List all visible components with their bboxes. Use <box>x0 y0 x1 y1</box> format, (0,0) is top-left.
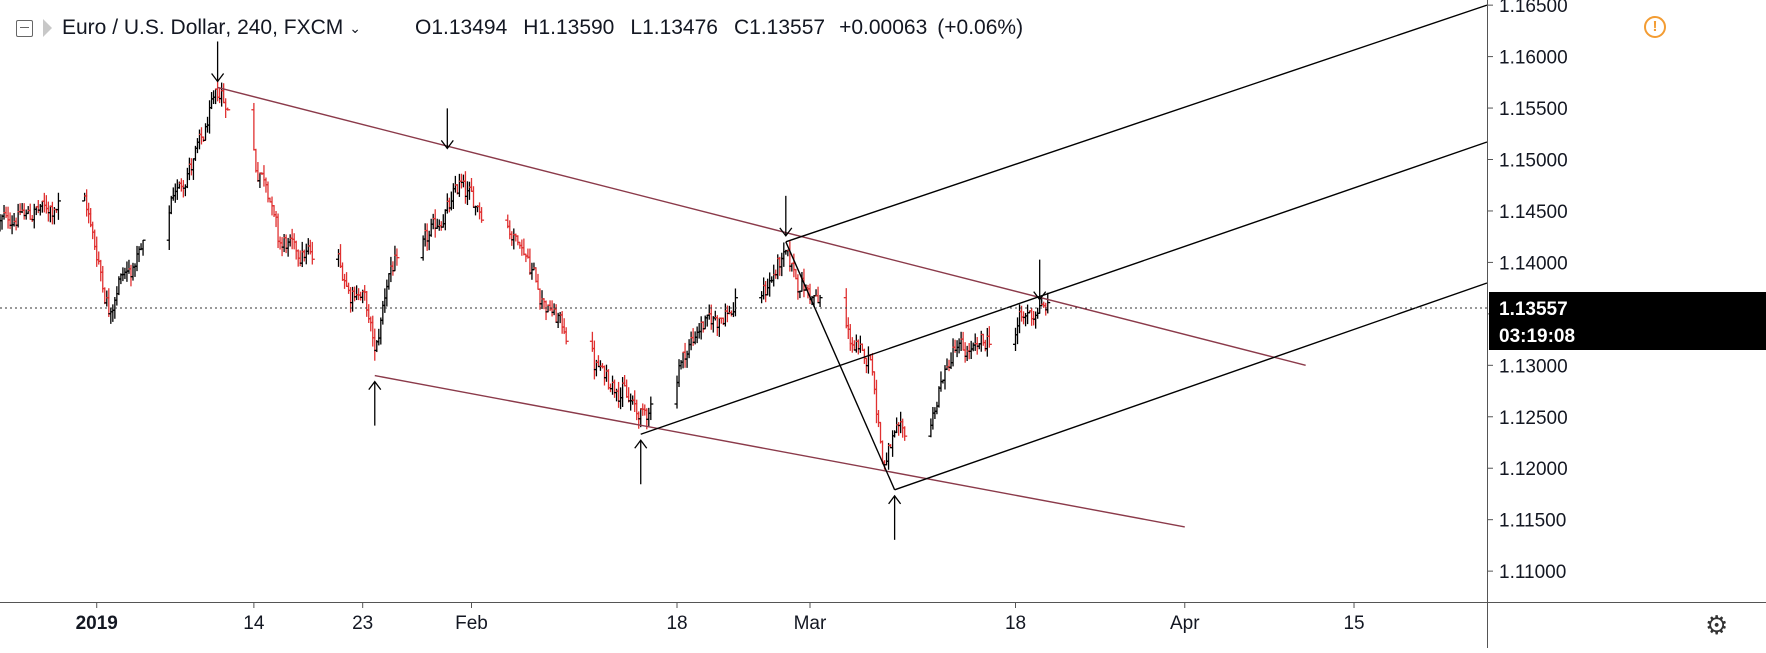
x-tick-label: 15 <box>1343 613 1364 634</box>
pitchfork-line[interactable] <box>894 282 1488 491</box>
close-label: C <box>733 16 750 39</box>
symbol-name[interactable]: Euro / U.S. Dollar <box>62 16 226 39</box>
exchange-name: FXCM <box>283 16 344 39</box>
arrow-up-icon <box>888 494 902 540</box>
price-bar <box>986 326 992 348</box>
pitchfork-line[interactable] <box>640 141 1488 435</box>
high-label: H <box>523 16 539 39</box>
countdown-label: 03:19:08 <box>1499 326 1575 347</box>
y-tick-label: 1.16000 <box>1499 48 1568 69</box>
price-bar <box>563 327 569 345</box>
y-tick-label: 1.15000 <box>1499 151 1568 172</box>
alert-icon[interactable]: ! <box>1644 16 1666 38</box>
symbol-legend: Euro / U.S. Dollar , 240 , FXCM ⌄ O 1.134… <box>16 14 1023 42</box>
price-bar <box>648 396 654 421</box>
arrow-head <box>440 139 454 150</box>
x-tick-label: 23 <box>352 613 373 634</box>
arrow-head <box>634 439 648 449</box>
last-price-label: 1.13557 <box>1499 299 1568 320</box>
y-tick-label: 1.16500 <box>1499 0 1568 17</box>
price-bar <box>732 288 738 317</box>
x-tick-label: 2019 <box>76 613 118 634</box>
arrow-down-icon <box>211 41 225 83</box>
symbol-flag-icon <box>43 19 52 37</box>
y-tick-label: 1.14500 <box>1499 202 1568 223</box>
arrow-down-icon <box>1033 259 1047 301</box>
arrow-head <box>211 73 225 83</box>
x-tick-label: 18 <box>666 613 687 634</box>
y-tick-label: 1.12000 <box>1499 459 1568 480</box>
x-tick-label: 18 <box>1005 613 1026 634</box>
arrow-down-icon <box>779 195 793 237</box>
price-bar <box>479 207 485 223</box>
price-bar <box>55 192 61 220</box>
change-value: +0.00063 <box>839 16 928 39</box>
trendlines[interactable] <box>217 4 1488 528</box>
price-bar <box>817 294 823 308</box>
pitchfork-line[interactable] <box>785 4 1488 243</box>
price-bars <box>0 78 1051 470</box>
y-tick-label: 1.14000 <box>1499 253 1568 274</box>
y-tick-label: 1.13000 <box>1499 356 1568 377</box>
y-tick-label: 1.11500 <box>1499 511 1566 532</box>
legend-separator: , <box>225 16 238 39</box>
collapse-icon[interactable] <box>16 19 33 37</box>
time-axis-panel[interactable] <box>0 602 1766 648</box>
arrow-head <box>779 227 793 237</box>
x-tick-label: Apr <box>1170 613 1200 634</box>
x-tick-label: Feb <box>455 613 488 634</box>
open-label: O <box>415 16 432 39</box>
x-tick-label: 14 <box>243 613 265 634</box>
price-bar <box>309 241 315 265</box>
price-bar <box>225 107 231 111</box>
price-bar <box>394 248 400 266</box>
arrow-head <box>368 380 382 390</box>
chevron-down-icon[interactable]: ⌄ <box>349 19 362 36</box>
open-value: 1.13494 <box>431 16 508 39</box>
close-value: 1.13557 <box>749 16 826 39</box>
price-bar <box>1045 292 1051 314</box>
price-bar <box>251 102 257 151</box>
high-value: 1.13590 <box>538 16 615 39</box>
settings-gear-icon[interactable]: ⚙ <box>1705 610 1729 640</box>
legend-separator: , <box>272 16 284 39</box>
price-bar <box>902 426 908 441</box>
annotation-arrows <box>211 41 1047 540</box>
change-percent: (+0.06%) <box>937 16 1024 39</box>
arrow-down-icon <box>440 108 454 150</box>
arrow-up-icon <box>368 380 382 426</box>
x-tick-label: Mar <box>794 613 827 634</box>
interval-value[interactable]: 240 <box>237 16 273 39</box>
y-tick-label: 1.12500 <box>1499 408 1568 429</box>
arrow-head <box>1033 291 1047 301</box>
last-price-badge <box>1489 291 1766 350</box>
y-tick-label: 1.11000 <box>1499 562 1566 583</box>
arrow-head <box>888 494 902 505</box>
arrow-up-icon <box>634 439 648 485</box>
y-tick-label: 1.15500 <box>1499 99 1568 120</box>
channel-trendline[interactable] <box>374 374 1185 528</box>
low-value: 1.13476 <box>642 16 718 39</box>
price-bar <box>140 239 146 256</box>
channel-trendline[interactable] <box>217 86 1306 366</box>
low-label: L <box>630 16 643 39</box>
